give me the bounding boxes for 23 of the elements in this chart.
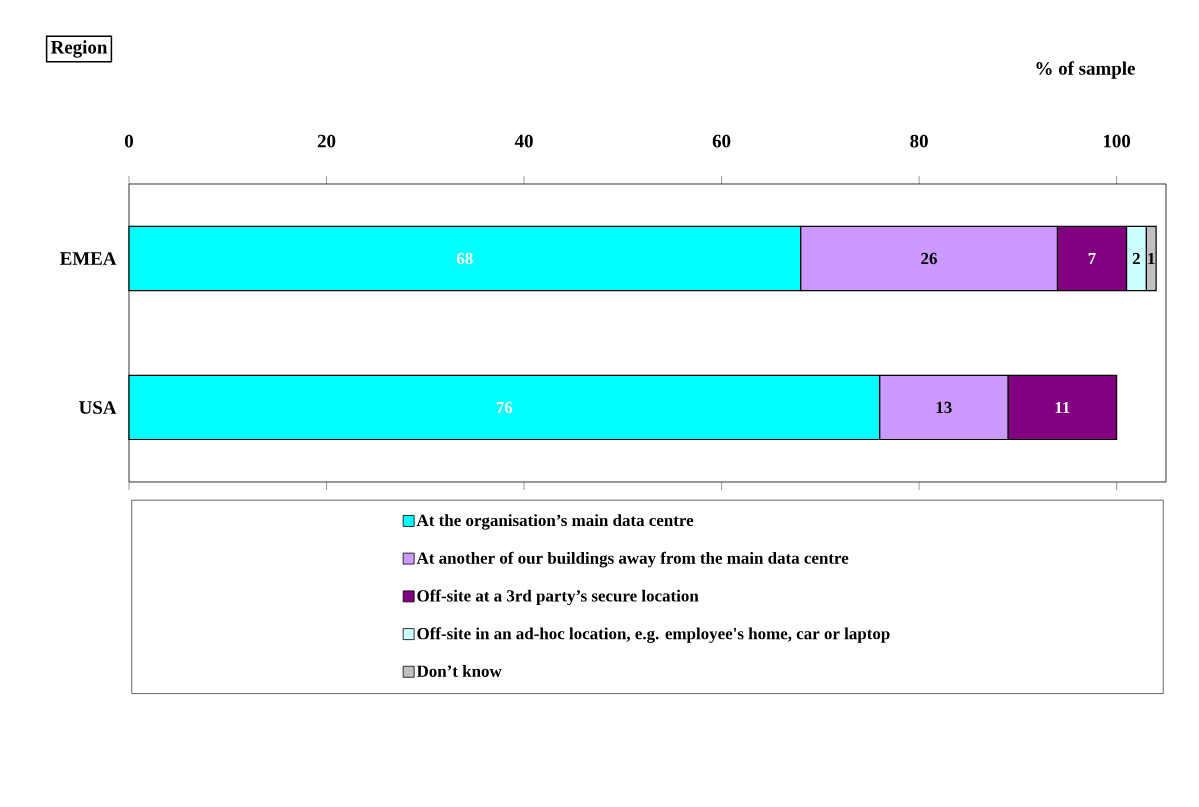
data-label: 26 — [921, 252, 937, 265]
data-label: 13 — [936, 401, 952, 414]
y-axis-title: Region — [50, 40, 108, 58]
data-label: 11 — [1055, 401, 1070, 414]
x-tick-label: 100 — [1103, 134, 1131, 148]
y-tick-label: EMEA — [60, 252, 117, 265]
legend-label: At another of our buildings away from the main data centre — [416, 551, 849, 568]
data-label: 1 — [1148, 252, 1155, 265]
data-label: 68 — [456, 252, 473, 265]
data-label: 2 — [1132, 252, 1140, 265]
legend-label: Don’t know — [416, 664, 502, 677]
x-tick-label: 80 — [910, 134, 928, 148]
data-label: 76 — [496, 401, 513, 414]
y-tick-label: USA — [79, 401, 117, 414]
x-tick-label: 20 — [317, 134, 336, 148]
x-tick-label: 40 — [514, 134, 533, 148]
x-axis-title: % of sample — [1036, 61, 1135, 79]
x-tick-label: 0 — [125, 134, 134, 148]
legend-label: Off-site at a 3rd party’s secure location — [417, 589, 699, 606]
legend-label: At the organisation’s main data centre — [416, 514, 694, 530]
legend-label: Off-site in an ad-hoc location, e.g. employee's home, car or laptop — [417, 627, 890, 643]
data-label: 7 — [1088, 252, 1096, 265]
x-tick-label: 60 — [712, 134, 731, 148]
